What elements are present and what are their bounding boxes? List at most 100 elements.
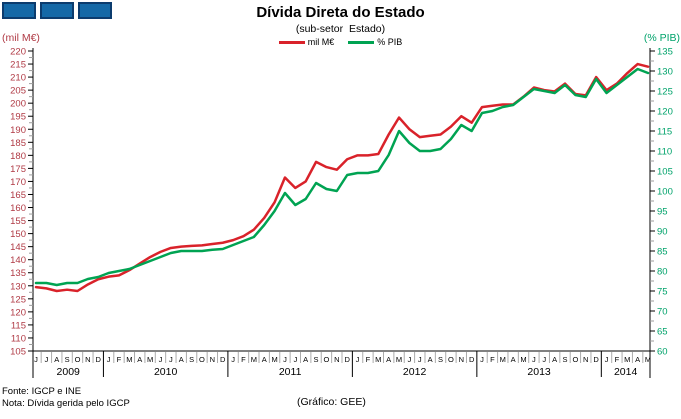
svg-text:A: A [552,355,557,364]
svg-text:85: 85 [657,247,668,258]
svg-text:145: 145 [10,242,26,253]
svg-text:M: M [126,355,132,364]
svg-text:105: 105 [657,167,673,178]
svg-text:A: A [179,355,184,364]
svg-text:M: M [624,355,630,364]
svg-text:155: 155 [10,216,26,227]
svg-text:195: 195 [10,112,26,123]
svg-text:D: D [593,355,599,364]
right-axis-title: (% PIB) [643,32,680,44]
svg-text:150: 150 [10,229,26,240]
svg-text:160: 160 [10,203,26,214]
svg-text:O: O [199,355,205,364]
svg-text:D: D [469,355,475,364]
svg-text:125: 125 [10,294,26,305]
svg-text:180: 180 [10,151,26,162]
svg-text:220: 220 [10,47,26,58]
svg-text:A: A [54,355,59,364]
svg-text:M: M [251,355,257,364]
svg-text:J: J [480,355,484,364]
logo [2,2,112,19]
red-line-swatch [278,40,305,44]
svg-text:J: J [532,355,536,364]
svg-text:115: 115 [657,127,672,138]
svg-text:F: F [490,355,495,364]
svg-text:A: A [303,355,308,364]
svg-text:M: M [396,355,402,364]
legend-label-mil-me: mil M€ [307,37,335,47]
svg-text:110: 110 [11,333,26,344]
svg-text:J: J [44,355,48,364]
svg-text:O: O [75,355,81,364]
svg-text:2011: 2011 [279,366,302,378]
legend-label-pib: % PIB [377,37,403,47]
svg-text:O: O [572,355,578,364]
svg-text:2010: 2010 [154,366,178,378]
chart-title: Dívida Direta do Estado [256,4,425,21]
svg-text:2013: 2013 [527,366,551,378]
svg-text:J: J [169,355,173,364]
svg-text:N: N [459,355,464,364]
svg-text:200: 200 [10,99,26,110]
svg-text:J: J [159,355,163,364]
svg-text:F: F [117,355,122,364]
svg-text:120: 120 [657,107,673,118]
svg-text:S: S [65,355,70,364]
green-line-swatch [348,40,375,44]
logo-square [40,2,74,19]
svg-text:D: D [344,355,350,364]
svg-text:N: N [210,355,215,364]
svg-text:J: J [34,355,38,364]
svg-text:215: 215 [10,60,26,71]
svg-text:185: 185 [10,138,26,149]
svg-text:120: 120 [10,307,26,318]
svg-text:M: M [500,355,506,364]
svg-text:135: 135 [657,47,673,58]
svg-text:O: O [448,355,454,364]
svg-text:J: J [231,355,235,364]
svg-text:105: 105 [10,347,26,358]
svg-text:190: 190 [10,125,26,136]
svg-text:210: 210 [10,73,26,84]
legend-item-pib: % PIB [348,37,402,47]
svg-text:J: J [356,355,360,364]
svg-text:M: M [520,355,526,364]
svg-text:J: J [107,355,111,364]
chart-subtitle: (sub-setor Estado) [295,23,386,35]
legend-item-mil-me: mil M€ [278,37,335,47]
svg-text:65: 65 [657,327,668,338]
svg-text:A: A [137,355,142,364]
left-axis-title: (mil M€) [2,32,40,44]
svg-text:60: 60 [657,347,668,358]
svg-text:J: J [283,355,287,364]
svg-text:75: 75 [657,287,668,298]
svg-text:F: F [615,355,620,364]
svg-text:J: J [605,355,609,364]
svg-text:M: M [645,355,651,364]
svg-text:A: A [386,355,391,364]
svg-text:165: 165 [10,190,26,201]
svg-text:205: 205 [10,86,26,97]
source-note: Fonte: IGCP e INE [2,386,82,397]
svg-text:110: 110 [657,147,672,158]
svg-text:80: 80 [657,267,668,278]
svg-text:J: J [408,355,412,364]
svg-text:90: 90 [657,227,668,238]
svg-text:D: D [96,355,102,364]
svg-text:S: S [189,355,194,364]
svg-text:N: N [583,355,588,364]
svg-text:J: J [418,355,422,364]
legend: mil M€ % PIB [0,37,681,47]
svg-text:O: O [324,355,330,364]
svg-text:A: A [511,355,516,364]
svg-text:F: F [241,355,246,364]
svg-text:2014: 2014 [614,366,638,378]
svg-text:M: M [271,355,277,364]
svg-text:2012: 2012 [403,366,427,378]
svg-text:A: A [635,355,640,364]
svg-text:95: 95 [657,207,668,218]
managed-by-note: Nota: Dívida gerida pelo IGCP [2,398,130,409]
svg-text:N: N [334,355,339,364]
svg-text:2009: 2009 [57,366,81,378]
